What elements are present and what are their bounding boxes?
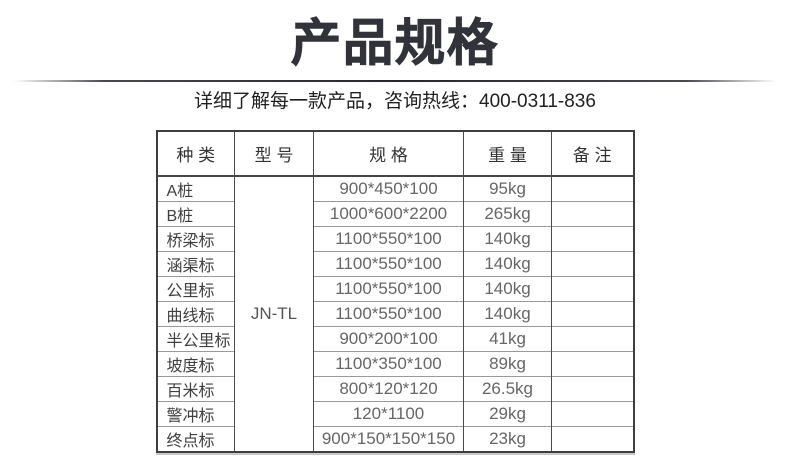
cell-weight: 140kg (463, 276, 552, 302)
cell-type: 曲线标 (156, 301, 235, 327)
table-row: 警冲标 120*1100 29kg (156, 401, 634, 427)
cell-spec: 1000*600*2200 (313, 201, 464, 227)
cell-spec: 900*150*150*150 (313, 426, 464, 452)
table-row: B桩 1000*600*2200 265kg (156, 201, 634, 227)
cell-spec: 1100*550*100 (313, 251, 464, 277)
cell-type: 警冲标 (156, 401, 235, 427)
cell-weight: 23kg (463, 426, 552, 452)
table-row: 坡度标 1100*350*100 89kg (156, 351, 634, 377)
cell-spec: 1100*550*100 (313, 276, 464, 302)
cell-weight: 29kg (463, 401, 552, 427)
cell-note (551, 351, 634, 377)
column-header-spec: 规 格 (313, 131, 464, 177)
page-subtitle: 详细了解每一款产品，咨询热线：400-0311-836 (194, 91, 596, 112)
cell-spec: 900*450*100 (313, 175, 464, 202)
cell-spec: 1100*350*100 (313, 351, 464, 377)
cell-note (551, 426, 634, 452)
product-spec-page: 产品规格 详细了解每一款产品，咨询热线：400-0311-836 种 类 型 号… (0, 14, 790, 465)
cell-weight: 95kg (463, 175, 552, 202)
cell-type: 坡度标 (156, 351, 235, 377)
cell-spec: 900*200*100 (313, 326, 464, 352)
cell-weight: 265kg (463, 201, 552, 227)
cell-model: JN-TL (234, 175, 314, 452)
table-row: A桩 JN-TL 900*450*100 95kg (156, 175, 634, 452)
cell-type: 百米标 (156, 376, 235, 402)
column-header-weight: 重 量 (463, 131, 552, 177)
cell-weight: 89kg (463, 351, 552, 377)
cell-type: 桥梁标 (156, 226, 235, 252)
cell-type: 终点标 (156, 426, 235, 452)
column-header-model: 型 号 (234, 131, 314, 177)
cell-note (551, 201, 634, 227)
cell-type: A桩 (156, 175, 235, 202)
cell-spec: 800*120*120 (313, 376, 464, 402)
cell-note (551, 326, 634, 352)
cell-spec: 1100*550*100 (313, 301, 464, 327)
cell-note (551, 401, 634, 427)
cell-note (551, 301, 634, 327)
table-row: 半公里标 900*200*100 41kg (156, 326, 634, 352)
table-row: 公里标 1100*550*100 140kg (156, 276, 634, 302)
cell-type: 半公里标 (156, 326, 235, 352)
cell-note (551, 276, 634, 302)
cell-weight: 140kg (463, 301, 552, 327)
cell-weight: 41kg (463, 326, 552, 352)
cell-weight: 140kg (463, 226, 552, 252)
column-header-type: 种 类 (156, 131, 235, 177)
page-title: 产品规格 (291, 14, 499, 73)
cell-note (551, 251, 634, 277)
table-row: 涵渠标 1100*550*100 140kg (156, 251, 634, 277)
cell-weight: 26.5kg (463, 376, 552, 402)
table-row: 百米标 800*120*120 26.5kg (156, 376, 634, 402)
spec-table: 种 类 型 号 规 格 重 量 备 注 A桩 JN-TL 900*450*100… (155, 130, 635, 453)
column-header-note: 备 注 (551, 131, 634, 177)
cell-note (551, 226, 634, 252)
table-row: 曲线标 1100*550*100 140kg (156, 301, 634, 327)
cell-spec: 1100*550*100 (313, 226, 464, 252)
cell-type: B桩 (156, 201, 235, 227)
cell-type: 涵渠标 (156, 251, 235, 277)
cell-weight: 140kg (463, 251, 552, 277)
table-header-row: 种 类 型 号 规 格 重 量 备 注 (156, 131, 634, 177)
table-row: 桥梁标 1100*550*100 140kg (156, 226, 634, 252)
cell-type: 公里标 (156, 276, 235, 302)
cell-spec: 120*1100 (313, 401, 464, 427)
cell-note (551, 175, 634, 202)
cell-note (551, 376, 634, 402)
table-row: 终点标 900*150*150*150 23kg (156, 426, 634, 452)
title-divider (13, 80, 777, 82)
